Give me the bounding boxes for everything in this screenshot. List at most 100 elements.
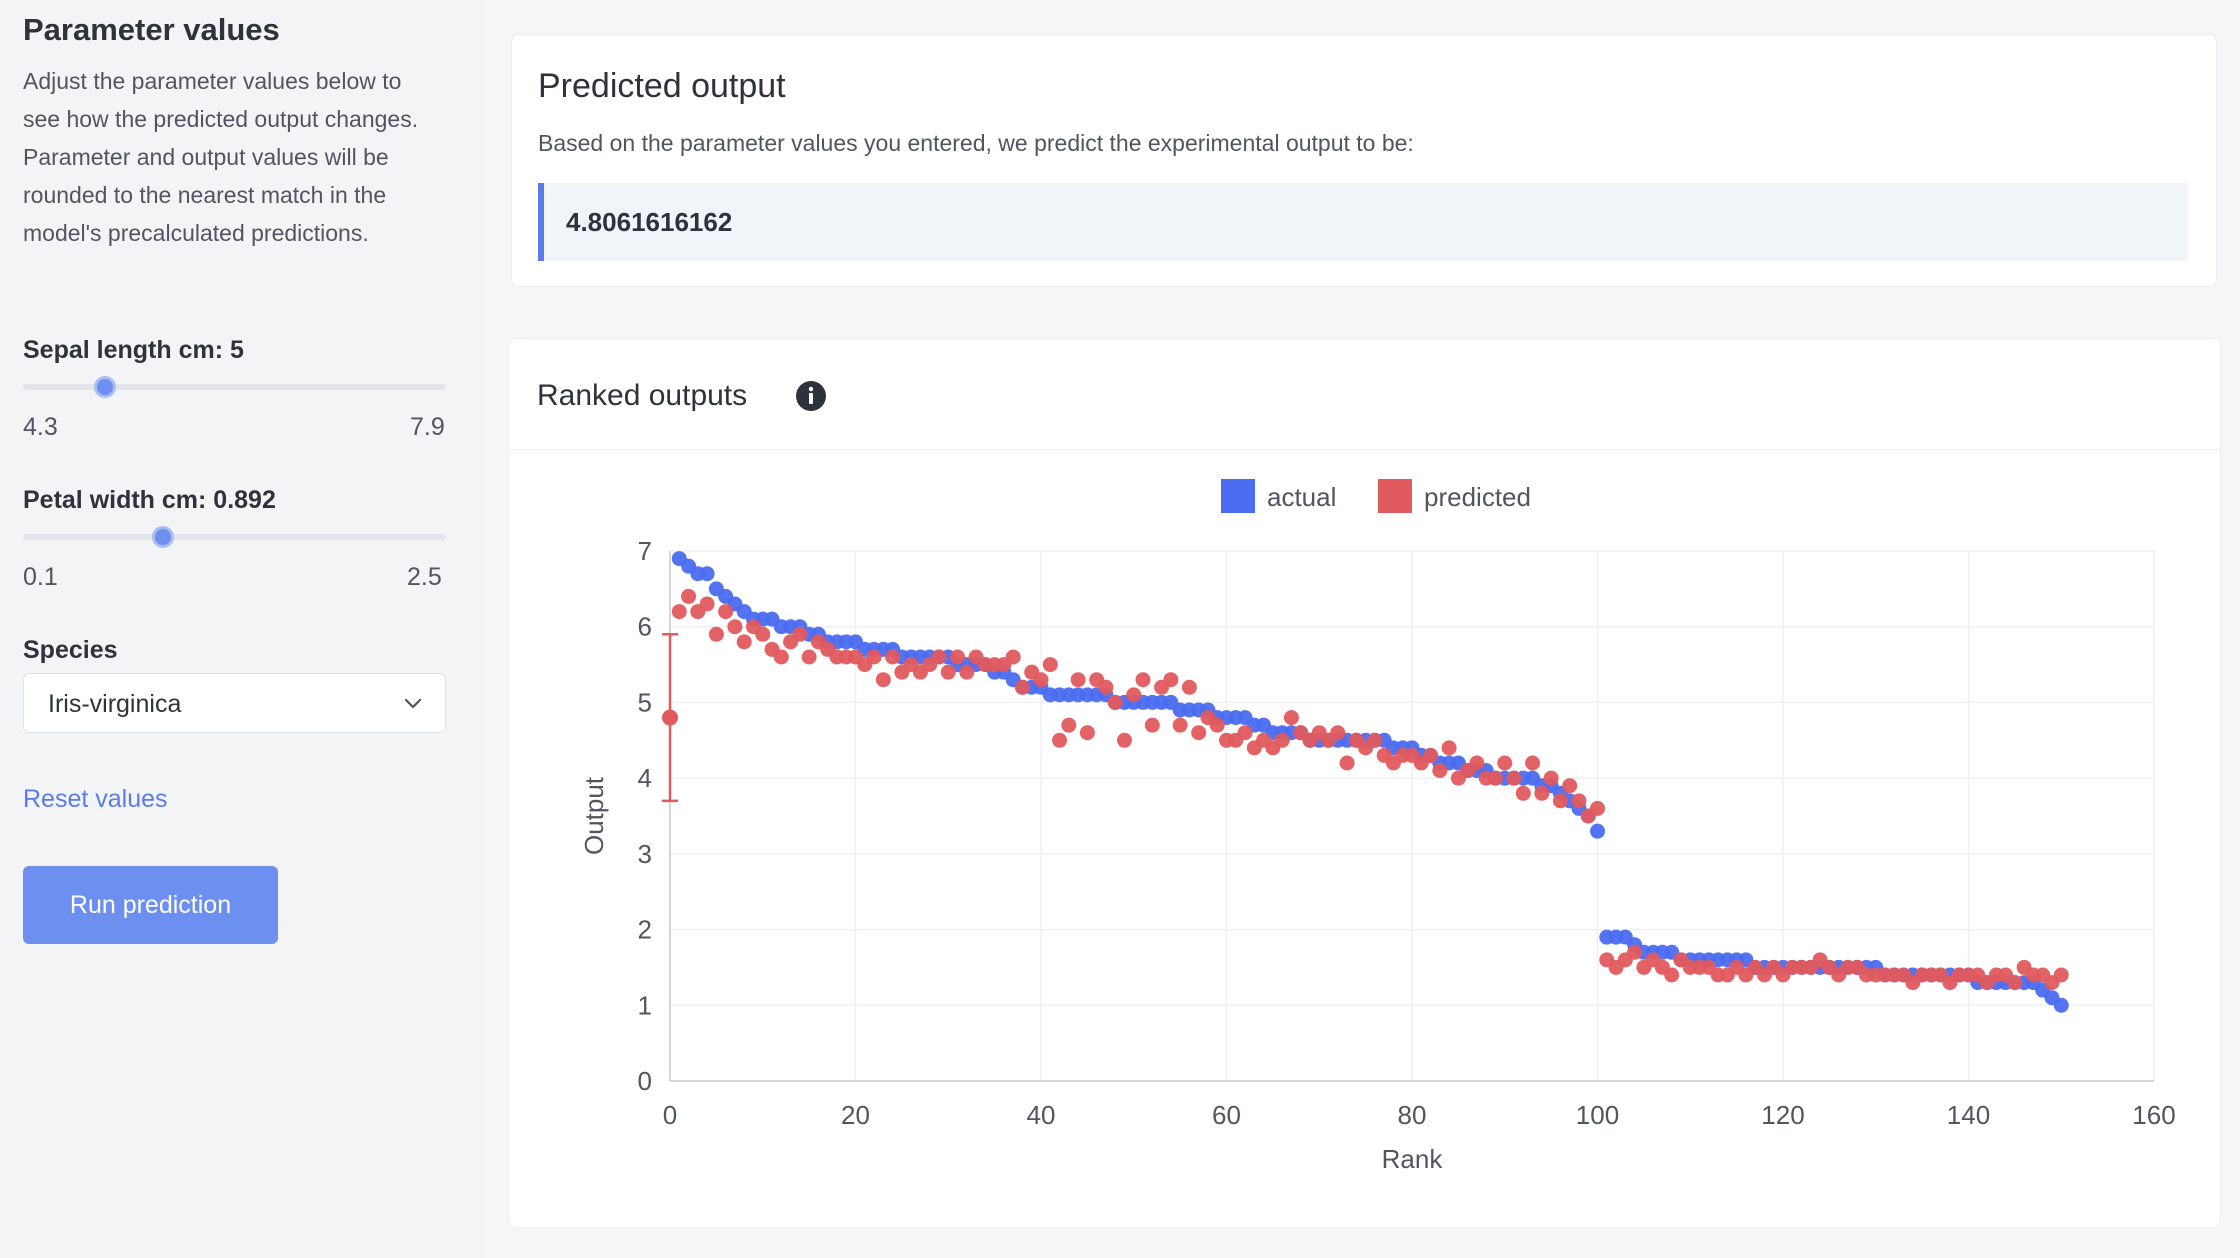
predicted-point [875,672,891,688]
predicted-point [1339,755,1355,771]
chart-grid [669,550,2155,1082]
species-label: Species [23,636,118,664]
actual-point [2053,997,2069,1013]
y-tick-label: 0 [638,1066,652,1096]
predicted-point [950,649,966,665]
predicted-point [718,604,734,620]
predicted-point [1441,740,1457,756]
x-tick-label: 40 [1027,1100,1056,1130]
y-tick-label: 1 [638,990,652,1020]
predicted-point [727,619,743,635]
x-tick-label: 140 [1947,1100,1990,1130]
error-bar-point [662,709,678,726]
chart-axes: 0 20 40 60 80 100 120 140 160 0 1 2 3 4 5 6 7 Rank Output [579,536,2176,1174]
predicted-output-box: 4.8061616162 [538,183,2188,261]
run-prediction-button[interactable]: Run prediction [23,866,278,944]
predicted-point [1515,785,1531,801]
predicted-point [1098,679,1114,695]
y-axis-label: Output [579,776,609,855]
predicted-output-value: 4.8061616162 [566,207,733,237]
petal-width-slider-thumb[interactable] [151,526,174,548]
x-tick-label: 60 [1212,1100,1241,1130]
predicted-point [1590,800,1605,816]
y-tick-label: 2 [638,915,652,945]
ranked-outputs-card: Ranked outputs 0 20 40 60 80 100 120 140 160 0 1 2 3… [508,338,2221,1228]
predicted-output-title: Predicted output [538,67,786,105]
predicted-point [1061,717,1077,733]
petal-width-label: Petal width cm: 0.892 [23,486,276,514]
predicted-point [959,664,975,680]
sepal-length-label: Sepal length cm: 5 [23,336,244,364]
chevron-down-icon [404,698,422,709]
predicted-point [801,649,817,665]
predicted-point [1209,717,1225,733]
predicted-point [866,649,882,665]
predicted-point [1543,770,1559,786]
sidebar: Parameter values Adjust the parameter va… [0,0,485,1258]
predicted-point [1237,725,1253,741]
predicted-point [1274,732,1290,748]
predicted-point [1525,755,1541,771]
sepal-length-slider[interactable] [23,384,446,390]
predicted-point [1070,672,1086,688]
ranked-outputs-header: Ranked outputs [509,339,2220,450]
sepal-length-max: 7.9 [410,413,445,441]
predicted-point [1126,687,1142,703]
reset-values-link[interactable]: Reset values [23,785,168,813]
predicted-point [699,596,715,612]
predicted-point [1487,770,1503,786]
x-tick-label: 80 [1398,1100,1427,1130]
predicted-point [1135,672,1151,688]
predicted-point [773,649,789,665]
x-axis-label: Rank [1382,1144,1444,1174]
sepal-length-slider-thumb[interactable] [94,376,117,398]
predicted-point [1506,770,1522,786]
predicted-point [792,626,808,642]
sidebar-title: Parameter values [23,12,280,47]
x-tick-label: 0 [663,1100,677,1130]
predicted-point [1627,944,1643,960]
predicted-point [1042,657,1058,673]
predicted-point [1571,793,1587,809]
predicted-point [2007,975,2023,991]
predicted-point [1014,679,1030,695]
predicted-point [708,626,724,642]
predicted-point [1005,649,1021,665]
predicted-point [1172,717,1188,733]
x-tick-label: 160 [2132,1100,2175,1130]
x-tick-label: 100 [1576,1100,1619,1130]
predicted-point [671,604,687,620]
info-icon[interactable] [795,380,827,412]
predicted-point [1552,793,1568,809]
legend-swatch-predicted [1378,479,1412,513]
legend-label-actual: actual [1267,482,1336,512]
predicted-point [1033,672,1049,688]
petal-width-slider[interactable] [23,534,446,540]
predicted-point [1052,732,1068,748]
predicted-point [1191,725,1207,741]
predicted-point [1330,725,1346,741]
chart-marks [662,551,2069,1013]
predicted-point [736,634,752,650]
predicted-point [1079,725,1095,741]
predicted-point [1534,785,1550,801]
legend-swatch-actual [1221,479,1255,513]
predicted-point [940,664,956,680]
legend-label-predicted: predicted [1424,482,1531,512]
predicted-output-card: Predicted output Based on the parameter … [511,34,2217,287]
predicted-point [1283,710,1299,726]
species-select[interactable]: Iris-virginica [23,673,446,733]
predicted-output-subtitle: Based on the parameter values you entere… [538,130,1414,156]
ranked-outputs-chart: 0 20 40 60 80 100 120 140 16001234567RankOutput … [579,479,2176,1174]
predicted-point [1664,967,1680,983]
predicted-point [1469,755,1485,771]
predicted-point [1367,732,1383,748]
predicted-point [681,588,697,604]
petal-width-max: 2.5 [407,563,442,591]
predicted-point [1163,672,1179,688]
predicted-point [1497,755,1513,771]
predicted-point [1116,732,1132,748]
chart-legend: actual predicted [1221,479,1531,513]
y-tick-label: 5 [638,687,652,717]
predicted-point [1181,679,1197,695]
